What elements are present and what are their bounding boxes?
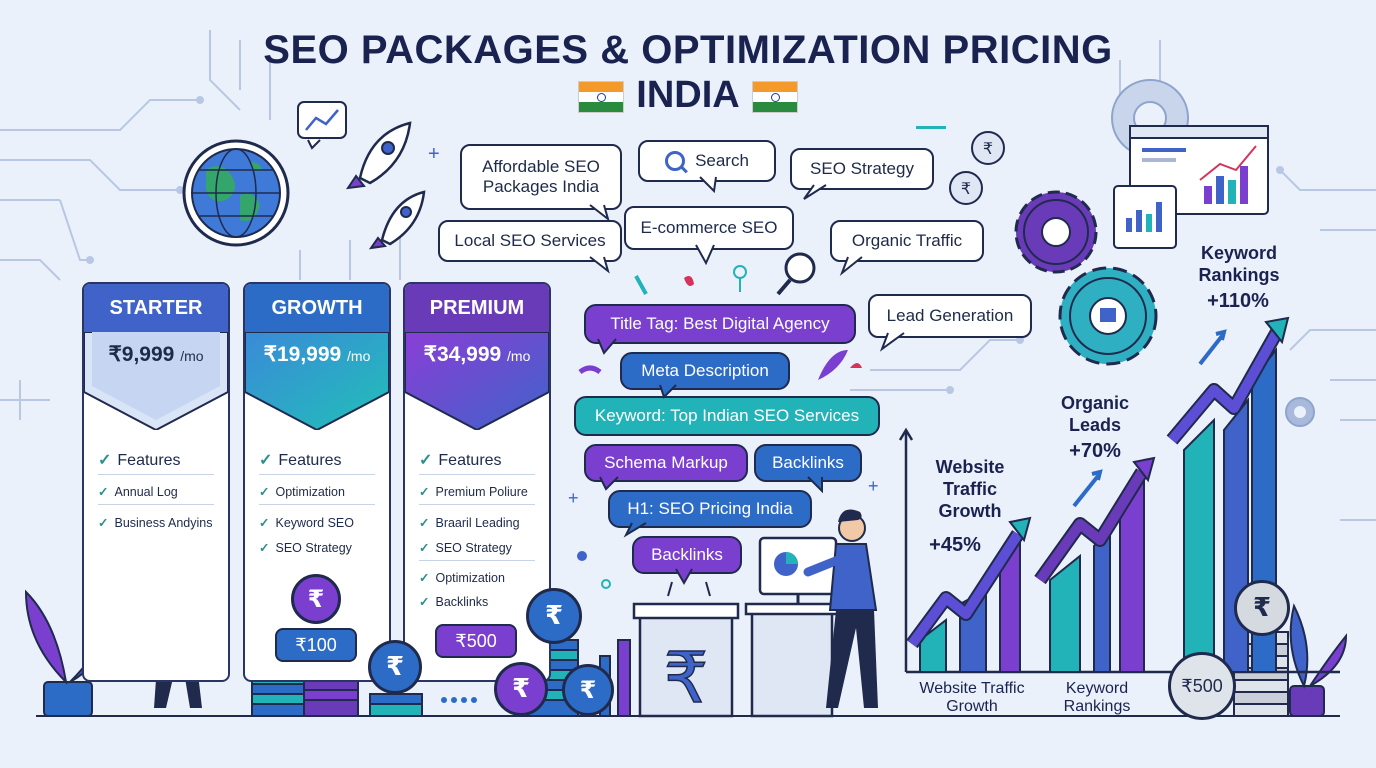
svg-text:+: + (568, 488, 579, 508)
rupee-coin-icon: ₹ (291, 574, 341, 624)
india-flag-icon (751, 80, 798, 113)
plan-card-starter[interactable]: STARTER ₹9,999 /mo ✓ Features ✓ Annual Log… (82, 282, 230, 682)
man-at-monitor-illustration (744, 509, 878, 718)
pill-title-tag: Title Tag: Best Digital Agency (584, 304, 856, 344)
features-heading: ✓ Features (419, 452, 502, 469)
pill-schema-markup: Schema Markup (584, 444, 748, 482)
rupee-coin-icon: ₹ (494, 662, 548, 716)
feature-item: ✓ Annual Log (98, 485, 178, 499)
stat-traffic-label: Website Traffic Growth (935, 457, 1005, 521)
subtitle-text: INDIA (636, 74, 740, 116)
gear-icon (1058, 266, 1158, 366)
pill-backlinks: Backlinks (754, 444, 862, 482)
svg-text:+: + (428, 143, 440, 165)
stat-leads-label: Organic Leads (1060, 393, 1130, 435)
magnifier-icon (776, 252, 816, 296)
feature-item: ✓ Keyword SEO (259, 516, 354, 530)
feature-item: ✓ SEO Strategy (259, 541, 352, 555)
price-tag: ₹100 (275, 628, 357, 662)
svg-text:₹: ₹ (983, 139, 993, 158)
chart-bubble-icon (297, 101, 347, 150)
rupee-coin-icon: ₹ (1234, 580, 1290, 636)
price-banner (405, 332, 549, 430)
plan-name: GROWTH (245, 284, 389, 332)
bubble-lead-generation: Lead Generation (868, 294, 1032, 338)
bubble-local-seo: Local SEO Services (438, 220, 622, 262)
stat-traffic-value: +45% (929, 534, 981, 556)
feature-item: ✓ Braaril Leading (419, 516, 520, 530)
stat-leads-value: +70% (1069, 440, 1121, 462)
axis-label-traffic: Website Traffic Growth (919, 680, 1025, 715)
mini-chart-card (1113, 185, 1177, 249)
stat-rankings-label: Keyword Rankings (1198, 243, 1280, 285)
rupee-coin-large: ₹500 (1168, 652, 1236, 720)
pill-meta-description: Meta Description (620, 352, 790, 390)
pill-keyword: Keyword: Top Indian SEO Services (574, 396, 880, 436)
features-heading: ✓ Features (259, 452, 342, 469)
pill-backlinks: Backlinks (632, 536, 742, 574)
price-banner (245, 332, 389, 430)
plan-price: ₹9,999 /mo (108, 343, 204, 366)
features-heading: ✓ Features (98, 452, 181, 469)
feature-item: ✓ SEO Strategy (419, 541, 512, 555)
feature-item: ✓ Optimization (259, 485, 345, 499)
bubble-organic-traffic: Organic Traffic (830, 220, 984, 262)
rocket-icon (368, 190, 426, 250)
feature-item: ✓ Premium Poliure (419, 485, 528, 499)
plan-price: ₹19,999 /mo (263, 343, 371, 366)
svg-text:+: + (868, 476, 879, 496)
price-tag: ₹500 (435, 624, 517, 658)
plan-name: PREMIUM (405, 284, 549, 332)
feature-item: ✓ Backlinks (419, 595, 489, 609)
page-subtitle: INDIA (0, 74, 1376, 117)
bubble-affordable-seo: Affordable SEO Packages India (460, 144, 622, 210)
stat-rankings-value: +110% (1207, 290, 1269, 312)
rupee-box: ₹ (632, 581, 740, 720)
plant-illustration (24, 589, 111, 717)
rupee-coin-icon: ₹ (562, 664, 614, 716)
feature-item: ✓ Optimization (419, 571, 505, 585)
plan-price: ₹34,999 /mo (423, 343, 531, 366)
price-banner (84, 332, 228, 430)
gear-icon (1014, 190, 1098, 274)
globe-icon (182, 139, 290, 247)
bubble-seo-strategy: SEO Strategy (790, 148, 934, 190)
axis-label-rankings: Keyword Rankings (1063, 680, 1131, 715)
search-icon (665, 151, 688, 174)
pill-h1: H1: SEO Pricing India (608, 490, 812, 528)
gear-icon (1285, 397, 1315, 427)
rupee-coin-icon: ₹ (368, 640, 422, 694)
feature-item: ✓ Business Andyins (98, 516, 213, 530)
rupee-coin-icon: ₹ (526, 588, 582, 644)
rupee-coin-icon: ₹ (971, 131, 1005, 165)
plan-name: STARTER (84, 284, 228, 332)
svg-text:₹: ₹ (961, 179, 971, 198)
plan-card-growth[interactable]: GROWTH ₹19,999 /mo ✓ Features ✓ Optimizati… (243, 282, 391, 682)
page-title: SEO PACKAGES & OPTIMIZATION PRICING (263, 28, 1113, 72)
rocket-icon (345, 121, 412, 190)
svg-text:₹: ₹ (664, 637, 709, 719)
india-flag-icon (578, 80, 625, 113)
bubble-ecommerce-seo: E-commerce SEO (624, 206, 794, 250)
plan-card-premium[interactable]: PREMIUM ₹34,999 /mo ✓ Features ✓ Premium P… (403, 282, 551, 682)
plant-illustration (1289, 603, 1348, 717)
bubble-search: Search (638, 140, 776, 182)
rupee-coin-icon: ₹ (949, 171, 983, 205)
